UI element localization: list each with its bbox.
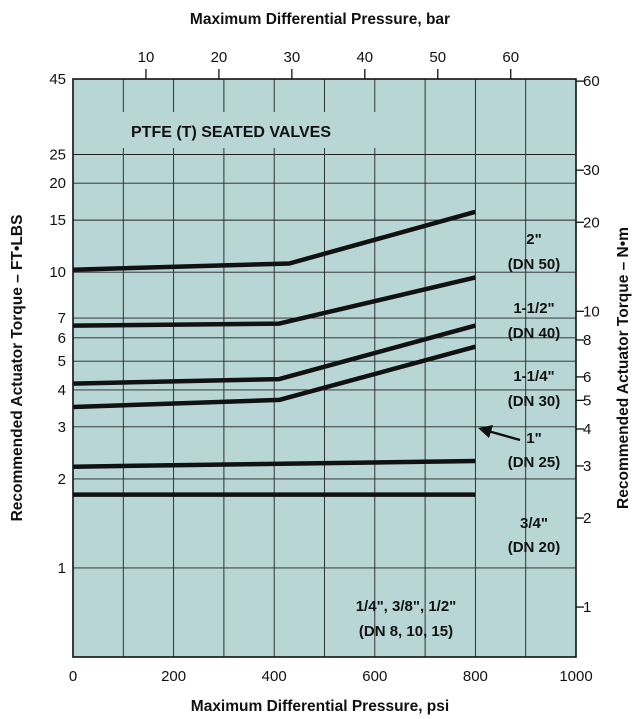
right-tick-label: 8 [583, 332, 591, 349]
right-tick-label: 5 [583, 392, 591, 409]
left-tick-label: 6 [58, 330, 66, 347]
right-tick-label: 3 [583, 458, 591, 475]
series-layer [72, 209, 477, 497]
series-label: 1-1/4" [513, 368, 554, 385]
right-tick-label: 2 [583, 510, 591, 527]
right-axis-title: Recommended Actuator Torque – N•m [615, 227, 632, 509]
banner-box [122, 112, 420, 148]
series-label: (DN 8, 10, 15) [359, 623, 453, 640]
bottom-tick-label: 1000 [559, 668, 592, 685]
right-tick-label: 4 [583, 421, 591, 438]
bottom-axis-title: Maximum Differential Pressure, psi [191, 698, 449, 715]
top-tick-label: 30 [284, 49, 301, 66]
series-line [72, 275, 476, 328]
left-tick-label: 3 [58, 419, 66, 436]
series-label: (DN 40) [508, 325, 561, 342]
right-tick-label: 60 [583, 73, 600, 90]
top-tick-label: 10 [138, 49, 155, 66]
series-line [72, 209, 477, 272]
left-tick-label: 45 [49, 71, 66, 88]
top-tick-label: 40 [356, 49, 373, 66]
right-tick-label: 6 [583, 369, 591, 386]
right-tick-label: 10 [583, 303, 600, 320]
series-label: 1-1/2" [513, 300, 554, 317]
right-tick-label: 30 [583, 162, 600, 179]
arrow-line [487, 429, 521, 442]
series-labels: 2" (DN 50) 1-1/2" (DN 40) 1-1/4" (DN 30) 1" (DN… [356, 231, 561, 640]
series-line [72, 323, 476, 386]
left-tick-label: 25 [49, 147, 66, 164]
left-tick-label: 5 [58, 353, 66, 370]
top-axis-title: Maximum Differential Pressure, bar [190, 11, 450, 28]
arrow-head [478, 425, 493, 438]
top-tick-label: 50 [429, 49, 446, 66]
plot-frame [72, 78, 577, 658]
top-tick-label: 60 [502, 49, 519, 66]
series-line [72, 458, 476, 469]
top-tick-label: 20 [211, 49, 228, 66]
left-tick-label: 7 [58, 310, 66, 327]
series-label: 1" [526, 430, 541, 447]
left-tick-label: 1 [58, 560, 66, 577]
bottom-tick-label: 800 [463, 668, 488, 685]
series-label: (DN 50) [508, 256, 561, 273]
right-tick-label: 1 [583, 599, 591, 616]
series-label: (DN 30) [508, 393, 561, 410]
bottom-tick-label: 0 [69, 668, 77, 685]
banner-text: PTFE (T) SEATED VALVES [131, 124, 331, 141]
right-tick-label: 20 [583, 214, 600, 231]
left-tick-label: 2 [58, 471, 66, 488]
grid-lines [73, 79, 576, 657]
bottom-tick-label: 200 [161, 668, 186, 685]
series-label: 3/4" [520, 515, 548, 532]
bottom-tick-label: 400 [262, 668, 287, 685]
series-label: (DN 25) [508, 454, 561, 471]
left-tick-label: 15 [49, 212, 66, 229]
series-label: (DN 20) [508, 539, 561, 556]
bottom-tick-label: 600 [362, 668, 387, 685]
left-tick-label: 10 [49, 264, 66, 281]
series-line [72, 344, 476, 410]
series-label: 2" [526, 231, 541, 248]
left-axis-title: Recommended Actuator Torque – FT•LBS [9, 215, 26, 522]
left-tick-label: 4 [58, 382, 66, 399]
series-label: 1/4", 3/8", 1/2" [356, 598, 457, 615]
left-tick-label: 20 [49, 175, 66, 192]
